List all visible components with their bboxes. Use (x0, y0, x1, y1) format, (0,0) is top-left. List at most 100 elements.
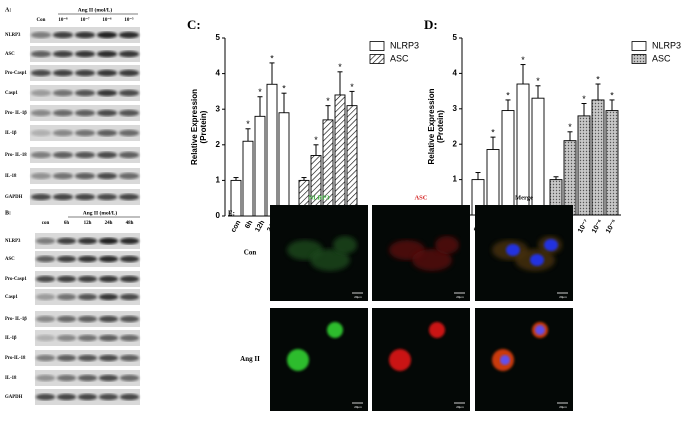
lane-label: 12h (84, 221, 92, 226)
blot-band (35, 237, 56, 245)
blot-band (119, 334, 140, 342)
row-label: ASC (5, 257, 15, 262)
lane-label: 10⁻⁸ (58, 17, 68, 23)
cell (333, 236, 357, 254)
blot-band (98, 334, 119, 342)
significance-mark: * (568, 122, 572, 132)
blot-band (30, 69, 52, 77)
y-tick-label: 0 (216, 211, 221, 220)
blot-band (119, 354, 140, 362)
column-label: ASC (414, 194, 427, 201)
significance-mark: * (282, 84, 286, 94)
row-label: Pro-Casp1 (5, 71, 27, 76)
panel-label: E: (228, 210, 235, 218)
nucleus (506, 244, 520, 256)
blot-band (96, 151, 118, 159)
scale-label: 20μm (354, 295, 362, 299)
lane-label: 48h (126, 221, 134, 226)
blot-band (35, 275, 56, 283)
panel-label: A: (5, 7, 11, 13)
micrograph (270, 308, 368, 411)
legend-swatch (631, 41, 647, 51)
y-tick-label: 5 (453, 33, 458, 42)
cell (327, 322, 343, 338)
treatment-label: Ang II (mol/L) (83, 209, 118, 216)
significance-mark: * (350, 82, 354, 92)
legend-label: ASC (390, 53, 409, 63)
blot-band (96, 109, 118, 117)
row-label: Casp1 (5, 91, 18, 96)
significance-mark: * (258, 87, 262, 97)
blot-band (96, 69, 118, 77)
blot-band (35, 354, 56, 362)
blot-band (74, 109, 96, 117)
blot-band (98, 393, 119, 401)
blot-band (77, 354, 98, 362)
blot-band (35, 293, 56, 301)
significance-mark: * (596, 74, 600, 84)
blot-band (30, 172, 52, 180)
row-label: IL-18 (5, 174, 17, 179)
row-label: Ang II (240, 355, 260, 363)
blot-band (119, 393, 140, 401)
blot-band (96, 31, 118, 39)
y-tick-label: 4 (453, 69, 458, 78)
bar-chart: C: Relative Expression (Protein) 0 1 2 3 4 5 con *… (187, 17, 419, 234)
blot-band (96, 193, 118, 201)
bar (591, 99, 605, 216)
blot-band (118, 50, 140, 58)
blot-band (56, 315, 77, 323)
panel-label: D: (424, 17, 438, 32)
significance-mark: * (326, 96, 330, 106)
blot-band (56, 334, 77, 342)
blot-band (30, 109, 52, 117)
bar (563, 140, 577, 216)
blot-band (56, 237, 77, 245)
row-label: Con (244, 249, 257, 257)
legend-label: NLRP3 (652, 40, 681, 50)
scale-label: 20μm (559, 405, 567, 409)
blot-band (119, 237, 140, 245)
bar (334, 94, 346, 217)
y-tick-label: 1 (216, 176, 221, 185)
y-tick-label: 1 (453, 175, 458, 184)
legend-label: ASC (652, 53, 671, 63)
lane-label: 24h (105, 221, 113, 226)
blot-band (119, 293, 140, 301)
blot-band (56, 293, 77, 301)
nucleus (544, 239, 558, 251)
blot-band (98, 237, 119, 245)
bar (531, 97, 545, 216)
blot-band (74, 172, 96, 180)
x-tick-label: 10⁻⁷ (577, 218, 590, 234)
bar (322, 119, 334, 217)
row-label: Pro-IL-18 (5, 356, 26, 361)
legend-swatch (369, 41, 385, 51)
treatment-label: Ang II (mol/L) (78, 6, 113, 13)
blot-band (77, 237, 98, 245)
blot-band (98, 293, 119, 301)
y-axis-label: Relative Expression (427, 88, 436, 164)
lane-label: 10⁻⁶ (102, 17, 112, 23)
cell (389, 349, 411, 371)
row-label: NLRP3 (5, 239, 21, 244)
blot-band (30, 129, 52, 137)
blot-band (56, 255, 77, 263)
blot-band (77, 315, 98, 323)
significance-mark: * (491, 127, 495, 137)
column-label: Merge (515, 194, 533, 201)
significance-mark: * (582, 94, 586, 104)
blot-band (77, 393, 98, 401)
lane-label: Con (37, 18, 46, 23)
significance-mark: * (246, 119, 250, 129)
blot-band (118, 89, 140, 97)
bar (346, 105, 358, 217)
legend-swatch (631, 54, 647, 64)
blot-band (77, 255, 98, 263)
cell (310, 249, 350, 271)
blot-band (56, 393, 77, 401)
blot-band (30, 50, 52, 58)
nucleus (500, 355, 510, 365)
row-label: Pro- IL-1β (5, 111, 27, 116)
